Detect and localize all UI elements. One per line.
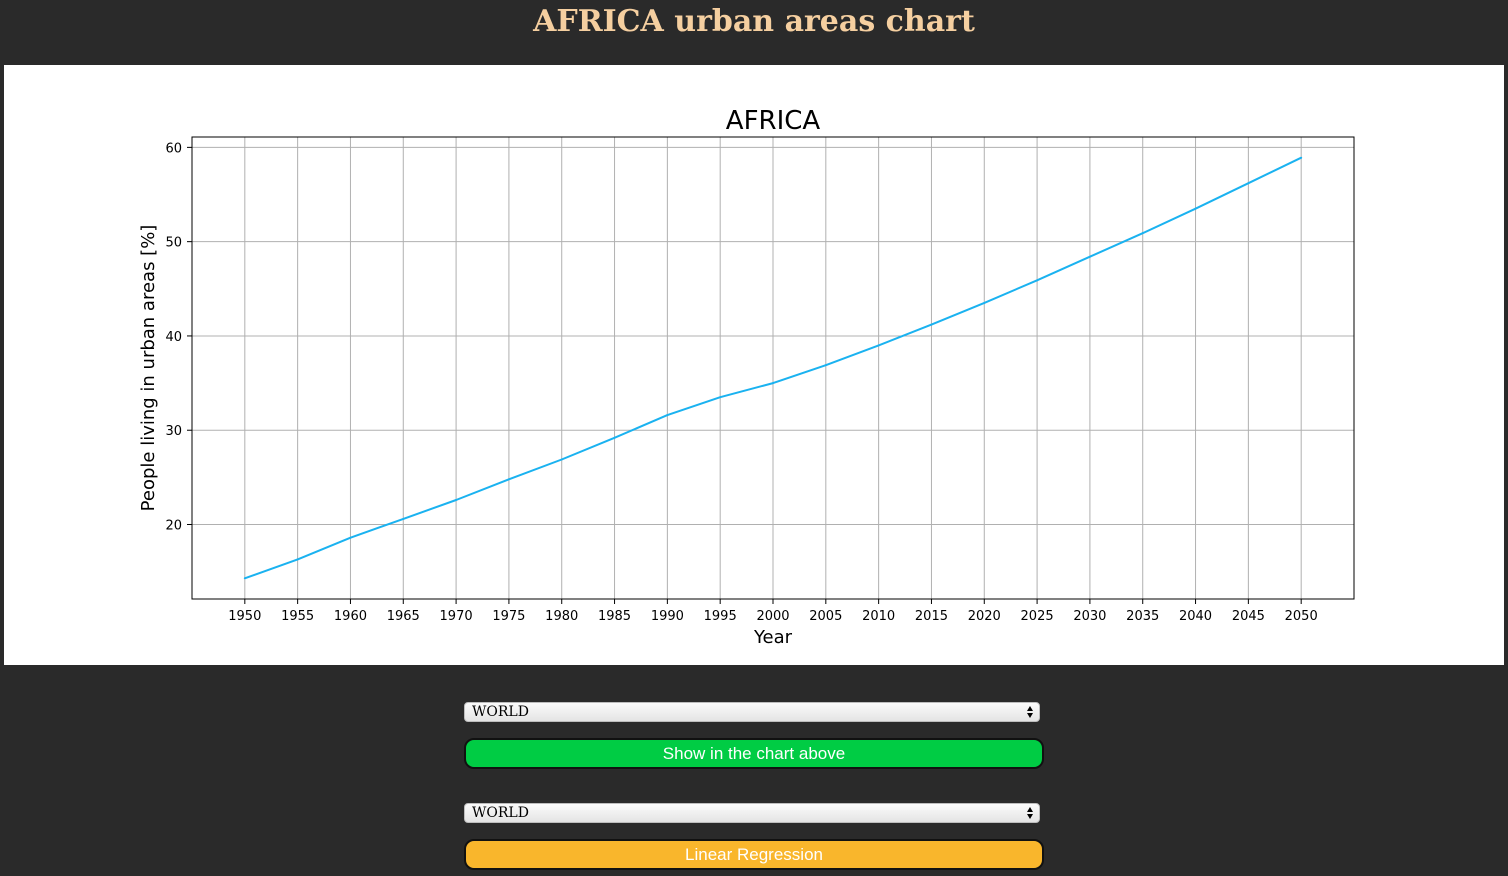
x-tick-label: 1965 <box>387 609 420 624</box>
y-tick-label: 40 <box>165 330 182 345</box>
select-arrows-icon <box>1027 706 1033 718</box>
linear-regression-button[interactable]: Linear Regression <box>464 839 1044 870</box>
x-tick-label: 2000 <box>756 609 789 624</box>
y-tick-label: 60 <box>165 141 182 156</box>
data-point <box>613 436 616 439</box>
data-point <box>402 517 405 520</box>
regression-region-select[interactable]: WORLD <box>464 803 1040 823</box>
data-point <box>243 577 246 580</box>
page-header: AFRICA urban areas chart <box>0 0 1508 65</box>
ticks: 1950 1955 1960 1965 1970 1975 1980 1985 1990 1995… <box>165 141 1317 624</box>
y-axis-label: People living in urban areas [%] <box>138 225 159 512</box>
data-point <box>507 478 510 481</box>
data-point <box>1247 182 1250 185</box>
data-point <box>349 536 352 539</box>
data-point <box>772 382 774 385</box>
chart-panel: 1950 1955 1960 1965 1970 1975 1980 1985 1990 1995… <box>4 65 1504 665</box>
y-tick-label: 30 <box>165 424 182 439</box>
x-tick-label: 2045 <box>1232 609 1265 624</box>
data-point <box>1300 156 1303 159</box>
x-axis-label: Year <box>753 627 793 648</box>
x-tick-label: 1970 <box>440 609 473 624</box>
line-chart: 1950 1955 1960 1965 1970 1975 1980 1985 1990 1995… <box>138 106 1355 648</box>
y-tick-label: 50 <box>165 236 182 251</box>
x-tick-label: 1990 <box>651 609 684 624</box>
data-point <box>666 414 669 417</box>
x-tick-label: 2010 <box>862 609 895 624</box>
data-point <box>560 458 563 461</box>
data-point <box>455 499 458 501</box>
select-arrows-icon <box>1027 807 1033 819</box>
show-in-chart-button[interactable]: Show in the chart above <box>464 738 1044 769</box>
region-select[interactable]: WORLD <box>464 702 1040 722</box>
x-tick-label: 2030 <box>1073 609 1106 624</box>
page-title: AFRICA urban areas chart <box>533 4 975 39</box>
x-tick-label: 2025 <box>1021 609 1054 624</box>
data-point <box>877 344 880 347</box>
x-tick-label: 1995 <box>704 609 737 624</box>
grid <box>192 137 1354 599</box>
data-point <box>719 396 722 399</box>
x-tick-label: 1975 <box>492 609 525 624</box>
region-select-value: WORLD <box>472 704 529 720</box>
data-point <box>1194 207 1197 210</box>
x-tick-label: 2040 <box>1179 609 1212 624</box>
x-tick-label: 1955 <box>281 609 314 624</box>
data-point <box>824 364 827 367</box>
chart-title: AFRICA <box>726 106 821 136</box>
data-point <box>930 323 933 326</box>
x-tick-label: 1985 <box>598 609 631 624</box>
data-point <box>1141 232 1144 235</box>
series-layer <box>243 156 1303 580</box>
y-tick-label: 20 <box>165 519 182 534</box>
data-point <box>296 558 299 561</box>
x-tick-label: 1950 <box>228 609 261 624</box>
data-point <box>1088 255 1091 258</box>
x-tick-label: 2035 <box>1126 609 1159 624</box>
x-tick-label: 1960 <box>334 609 367 624</box>
x-tick-label: 2005 <box>809 609 842 624</box>
data-point <box>983 301 986 304</box>
regression-select-value: WORLD <box>472 805 529 821</box>
data-point <box>1036 279 1039 282</box>
x-tick-label: 2020 <box>968 609 1001 624</box>
x-tick-label: 2050 <box>1285 609 1318 624</box>
x-tick-label: 2015 <box>915 609 948 624</box>
x-tick-label: 1980 <box>545 609 578 624</box>
